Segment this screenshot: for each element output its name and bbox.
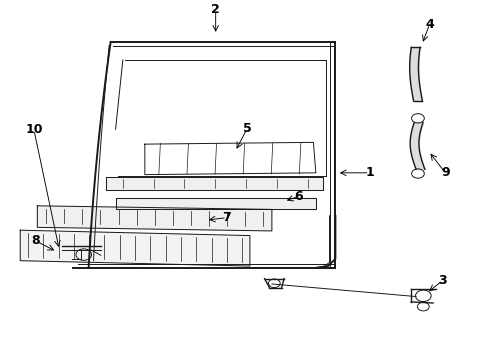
Text: 6: 6 [294,190,303,203]
Text: 5: 5 [243,122,252,135]
Text: 8: 8 [31,234,40,247]
Text: 2: 2 [211,3,220,16]
Text: 9: 9 [441,166,450,179]
Text: 3: 3 [439,274,447,287]
Text: 4: 4 [425,18,434,31]
Text: 7: 7 [222,211,231,224]
Text: 1: 1 [365,166,374,179]
Polygon shape [37,206,272,231]
Text: 10: 10 [25,123,43,136]
Polygon shape [20,230,250,266]
